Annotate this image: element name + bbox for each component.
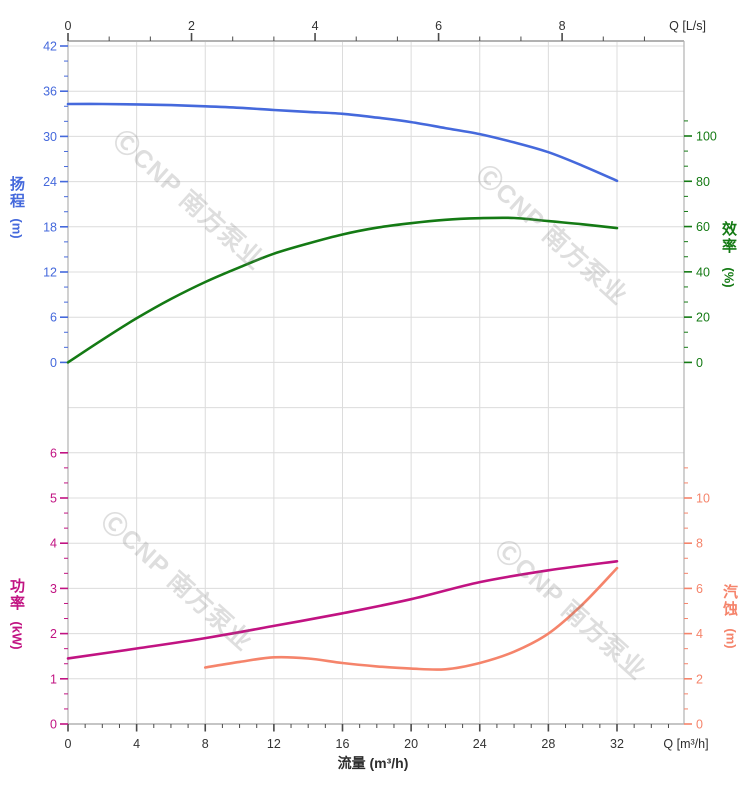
head-axis-tick-label: 0 xyxy=(50,356,57,370)
power-axis-tick-label: 4 xyxy=(50,537,57,551)
npsh-axis-tick-label: 6 xyxy=(696,582,703,596)
efficiency-axis-tick-label: 80 xyxy=(696,175,710,189)
efficiency-axis-unit: (%) xyxy=(721,267,737,288)
bottom-axis-tick-label: 12 xyxy=(267,737,281,751)
bottom-axis-tick-label: 20 xyxy=(404,737,418,751)
top-axis-tick-label: 4 xyxy=(312,19,319,33)
bottom-axis-tick-label: 24 xyxy=(473,737,487,751)
bottom-axis-tick-label: 28 xyxy=(541,737,555,751)
head-axis-title: 扬程 xyxy=(9,176,25,210)
top-axis-tick-label: 0 xyxy=(65,19,72,33)
npsh-curve xyxy=(203,566,619,671)
power-curve xyxy=(66,560,619,660)
head-axis-tick-label: 36 xyxy=(43,85,57,99)
power-axis-tick-label: 5 xyxy=(50,492,57,506)
efficiency-axis-tick-label: 40 xyxy=(696,265,710,279)
top-axis-tick-label: 6 xyxy=(435,19,442,33)
head-axis-tick-label: 42 xyxy=(43,40,57,54)
bottom-axis-unit-label: Q [m³/h] xyxy=(663,737,708,751)
top-axis-tick-label: 8 xyxy=(559,19,566,33)
npsh-axis-tick-label: 10 xyxy=(696,492,710,506)
bottom-axis-tick-label: 0 xyxy=(65,737,72,751)
top-axis-tick-label: 2 xyxy=(188,19,195,33)
bottom-axis-tick-label: 16 xyxy=(336,737,350,751)
npsh-axis-unit: (m) xyxy=(723,628,739,649)
power-axis-tick-label: 0 xyxy=(50,718,57,732)
efficiency-axis-tick-label: 100 xyxy=(696,130,717,144)
efficiency-axis-tick-label: 60 xyxy=(696,220,710,234)
head-axis-tick-label: 24 xyxy=(43,175,57,189)
power-axis-title: 功率 xyxy=(9,578,25,612)
bottom-axis-tick-label: 4 xyxy=(133,737,140,751)
head-axis-tick-label: 18 xyxy=(43,220,57,234)
power-axis-tick-label: 2 xyxy=(50,627,57,641)
head-axis-tick-label: 6 xyxy=(50,311,57,325)
power-axis-unit: (kW) xyxy=(9,621,25,650)
efficiency-curve xyxy=(66,216,619,364)
npsh-axis-tick-label: 2 xyxy=(696,672,703,686)
power-axis-tick-label: 3 xyxy=(50,582,57,596)
power-axis-tick-label: 1 xyxy=(50,672,57,686)
power-axis-tick-label: 6 xyxy=(50,446,57,460)
npsh-axis-tick-label: 0 xyxy=(696,718,703,732)
efficiency-axis-tick-label: 0 xyxy=(696,356,703,370)
bottom-axis-tick-label: 32 xyxy=(610,737,624,751)
x-axis-label: 流量 (m³/h) xyxy=(337,755,409,771)
efficiency-axis-title: 效率 xyxy=(721,221,737,255)
head-axis-unit: (m) xyxy=(9,218,25,239)
npsh-axis-tick-label: 4 xyxy=(696,627,703,641)
head-curve xyxy=(66,102,619,183)
npsh-axis-title: 汽蚀 xyxy=(722,584,738,618)
bottom-axis-tick-label: 8 xyxy=(202,737,209,751)
top-axis-unit-label: Q [L/s] xyxy=(669,19,706,33)
head-axis-tick-label: 12 xyxy=(43,266,57,280)
npsh-axis-tick-label: 8 xyxy=(696,537,703,551)
head-axis-tick-label: 30 xyxy=(43,130,57,144)
efficiency-axis-tick-label: 20 xyxy=(696,311,710,325)
